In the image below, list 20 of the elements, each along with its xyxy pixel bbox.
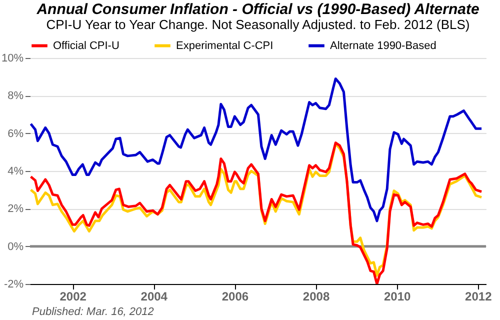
x-tick-label: 2012 xyxy=(465,290,492,304)
legend-label: Official CPI-U xyxy=(53,40,120,52)
text: Published: Mar. 16, 2012 xyxy=(32,306,154,318)
y-tick-label: 8% xyxy=(8,90,24,102)
x-tick-label: 2004 xyxy=(140,290,168,304)
x-tick-label: 2010 xyxy=(384,290,411,304)
legend-label: Alternate 1990-Based xyxy=(330,40,436,52)
y-tick-label: 0% xyxy=(8,240,24,253)
legend-label: Experimental C-CPI xyxy=(176,40,274,52)
y-tick-label: -2% xyxy=(4,278,24,290)
y-tick-label: 10% xyxy=(1,52,24,64)
x-tick-label: 2006 xyxy=(222,290,249,304)
y-tick-label: 2% xyxy=(8,203,24,216)
chart-title: Annual Consumer Inflation - Official vs (1990-Based) Alternate xyxy=(36,1,480,18)
y-tick-label: 4% xyxy=(8,166,24,178)
y-tick-label: 6% xyxy=(8,128,24,140)
x-tick-label: 2002 xyxy=(60,290,87,304)
x-tick-label: 2008 xyxy=(302,290,330,304)
chart-subtitle: CPI-U Year to Year Change. Not Seasonally Adjusted. to Feb. 2012 (BLS) xyxy=(46,17,470,32)
line-series xyxy=(30,77,483,222)
